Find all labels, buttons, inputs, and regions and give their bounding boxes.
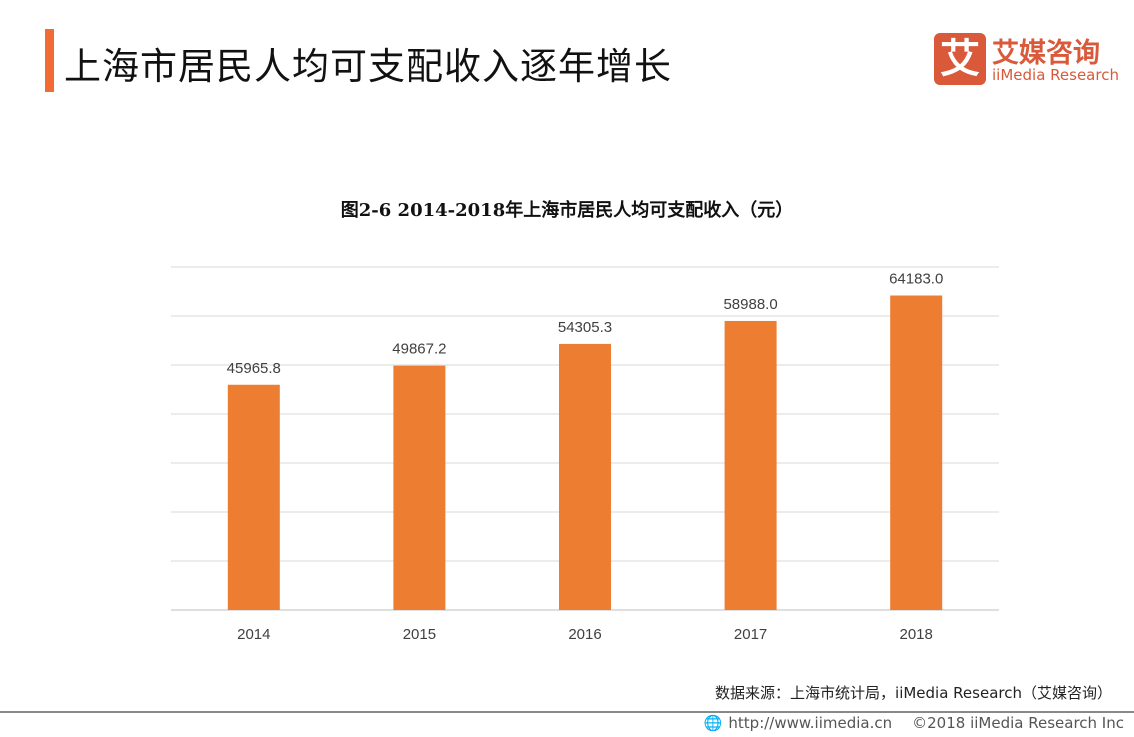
x-tick-label: 2015	[403, 626, 436, 643]
globe-icon: 🌐	[703, 714, 723, 732]
logo-en: iiMedia Research	[992, 66, 1119, 84]
logo-cn: 艾媒咨询	[992, 38, 1100, 69]
data-label: 49867.2	[392, 341, 446, 358]
footer-divider	[0, 711, 1134, 713]
data-label: 58988.0	[723, 296, 777, 313]
x-tick-label: 2018	[900, 626, 933, 643]
data-label: 54305.3	[558, 319, 612, 336]
bar	[724, 320, 777, 610]
bar	[890, 295, 943, 610]
bar	[227, 384, 280, 610]
x-tick-label: 2017	[734, 626, 767, 643]
logo: 艾 艾媒咨询 iiMedia Research	[934, 33, 1119, 85]
footer: 🌐 http://www.iimedia.cn ©2018 iiMedia Rese…	[698, 714, 1124, 732]
footer-url[interactable]: http://www.iimedia.cn	[728, 714, 893, 732]
bar	[393, 365, 446, 610]
source-note: 数据来源：上海市统计局，iiMedia Research（艾媒咨询）	[715, 684, 1112, 702]
footer-copyright: ©2018 iiMedia Research Inc	[912, 714, 1124, 732]
page-title: 上海市居民人均可支配收入逐年增长	[64, 45, 672, 88]
title-accent-bar	[45, 29, 54, 92]
x-tick-label: 2016	[568, 626, 601, 643]
bar	[559, 343, 611, 610]
x-tick-label: 2014	[237, 626, 270, 643]
data-label: 45965.8	[227, 360, 281, 377]
logo-mark: 艾	[934, 33, 986, 85]
data-label: 64183.0	[889, 271, 943, 288]
chart-title: 图2-6 2014-2018年上海市居民人均可支配收入（元）	[340, 200, 794, 221]
